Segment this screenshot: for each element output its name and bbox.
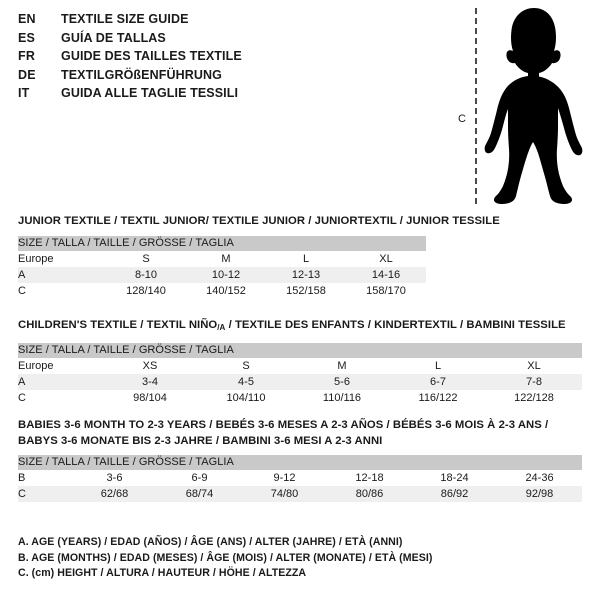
table-header-band: SIZE / TALLA / TAILLE / GRÖSSE / TAGLIA <box>18 342 583 358</box>
language-code: FR <box>18 49 36 63</box>
measurement-legend: A. AGE (YEARS) / EDAD (AÑOS) / ÂGE (ANS)… <box>18 535 578 582</box>
cell-value: 12-18 <box>355 472 384 484</box>
cell-value: S <box>242 359 250 372</box>
size-band-label: SIZE / TALLA / TAILLE / GRÖSSE / TAGLIA <box>18 342 583 358</box>
children-table-title: CHILDREN'S TEXTILE / TEXTIL NIÑO/A / TEX… <box>18 318 582 336</box>
cell-value: 12-13 <box>266 266 346 283</box>
size-band-label: SIZE / TALLA / TAILLE / GRÖSSE / TAGLIA <box>18 235 426 251</box>
cell-value: 122/128 <box>514 391 554 404</box>
cell-value: 86/92 <box>412 486 497 502</box>
language-title: GUÍA DE TALLAS <box>61 30 166 45</box>
language-row-fr: FR GUIDE DES TAILLES TEXTILE <box>18 49 438 68</box>
cell-value: 92/98 <box>497 486 583 502</box>
babies-table-title-line1: BABIES 3-6 MONTH TO 2-3 YEARS / BEBÉS 3-… <box>18 419 549 431</box>
row-label: C <box>18 284 26 297</box>
cell-value: 3-6 <box>106 472 123 484</box>
cell-value: XL <box>379 252 393 265</box>
language-code: EN <box>18 12 36 26</box>
height-measurement-figure: C <box>448 6 596 206</box>
language-title: GUIDA ALLE TAGLIE TESSILI <box>61 86 239 100</box>
language-row-it: IT GUIDA ALLE TAGLIE TESSILI <box>18 86 438 105</box>
table-row: Europe XS S M L XL <box>18 358 582 374</box>
table-header-band: SIZE / TALLA / TAILLE / GRÖSSE / TAGLIA <box>18 235 426 251</box>
cell-value: 98/104 <box>133 391 167 404</box>
junior-size-table: SIZE / TALLA / TAILLE / GRÖSSE / TAGLIA … <box>18 235 426 299</box>
height-axis-label-c: C <box>458 113 466 125</box>
cell-value: L <box>434 359 442 372</box>
table-row: A 8-10 10-12 12-13 14-16 <box>18 266 426 283</box>
cell-value: 152/158 <box>286 284 326 297</box>
junior-textile-section: JUNIOR TEXTILE / TEXTIL JUNIOR/ TEXTILE … <box>18 214 500 299</box>
table-header-band: SIZE / TALLA / TAILLE / GRÖSSE / TAGLIA <box>18 455 583 470</box>
babies-textile-section: BABIES 3-6 MONTH TO 2-3 YEARS / BEBÉS 3-… <box>18 418 583 502</box>
cell-value: 62/68 <box>72 486 157 502</box>
cell-value: 128/140 <box>126 284 166 297</box>
legend-row-b: B. AGE (MONTHS) / EDAD (MESES) / ÂGE (MO… <box>18 551 433 564</box>
cell-value: L <box>302 252 310 265</box>
cell-value: 110/116 <box>322 391 362 404</box>
children-size-table: SIZE / TALLA / TAILLE / GRÖSSE / TAGLIA … <box>18 342 583 406</box>
babies-table-title-line2: BABYS 3-6 MONATE BIS 2-3 JAHRE / BAMBINI… <box>18 434 383 447</box>
language-title: GUIDE DES TAILLES TEXTILE <box>61 49 242 63</box>
cell-value: XL <box>527 359 541 372</box>
size-band-label: SIZE / TALLA / TAILLE / GRÖSSE / TAGLIA <box>18 455 583 470</box>
cell-value: 6-9 <box>191 472 208 484</box>
language-title: TEXTILE SIZE GUIDE <box>61 12 189 26</box>
cell-value: 140/152 <box>206 284 246 297</box>
table-row: C 98/104 104/110 110/116 116/122 122/128 <box>18 390 582 406</box>
cell-value: 6-7 <box>390 373 486 390</box>
babies-size-table: SIZE / TALLA / TAILLE / GRÖSSE / TAGLIA … <box>18 455 583 502</box>
row-label: C <box>18 486 72 502</box>
cell-value: M <box>221 252 231 265</box>
cell-value: 8-10 <box>106 266 186 283</box>
row-label: C <box>18 391 26 404</box>
children-title-subscript: /A <box>217 323 226 332</box>
cell-value: 14-16 <box>346 266 426 283</box>
cell-value: S <box>142 252 150 265</box>
cell-value: 3-4 <box>102 373 198 390</box>
language-title: TEXTILGRÖßENFÜHRUNG <box>61 67 222 82</box>
cell-value: XS <box>142 359 158 372</box>
cell-value: 18-24 <box>440 472 469 484</box>
cell-value: 116/122 <box>418 391 458 404</box>
language-row-de: DE TEXTILGRÖßENFÜHRUNG <box>18 68 438 87</box>
cell-value: 24-36 <box>525 472 554 484</box>
language-code: IT <box>18 86 30 100</box>
height-dashed-line <box>475 8 477 204</box>
row-label: A <box>18 266 106 283</box>
cell-value: 4-5 <box>198 373 294 390</box>
cell-value: 158/170 <box>366 284 406 297</box>
legend-row-a: A. AGE (YEARS) / EDAD (AÑOS) / ÂGE (ANS)… <box>18 536 403 548</box>
childrens-textile-section: CHILDREN'S TEXTILE / TEXTIL NIÑO/A / TEX… <box>18 318 583 406</box>
child-silhouette-icon <box>484 8 583 204</box>
cell-value: 10-12 <box>186 266 266 283</box>
cell-value: 80/86 <box>327 486 412 502</box>
children-title-post: / TEXTILE DES ENFANTS / KINDERTEXTIL / B… <box>225 319 566 331</box>
legend-row-c: C. (cm) HEIGHT / ALTURA / HAUTEUR / HÖHE… <box>18 567 307 579</box>
language-code: ES <box>18 30 36 45</box>
table-row: B 3-6 6-9 9-12 12-18 18-24 24-36 <box>18 470 582 486</box>
cell-value: M <box>337 359 347 372</box>
cell-value: 68/74 <box>157 486 242 502</box>
language-row-en: EN TEXTILE SIZE GUIDE <box>18 12 438 31</box>
cell-value: 5-6 <box>294 373 390 390</box>
junior-table-title: JUNIOR TEXTILE / TEXTIL JUNIOR/ TEXTILE … <box>18 215 500 227</box>
row-label: Europe <box>18 252 54 265</box>
row-label: A <box>18 373 102 390</box>
language-title-list: EN TEXTILE SIZE GUIDE ES GUÍA DE TALLAS … <box>18 12 438 105</box>
row-label: Europe <box>18 359 54 372</box>
language-code: DE <box>18 67 36 82</box>
cell-value: 7-8 <box>486 373 583 390</box>
children-title-pre: CHILDREN'S TEXTILE / TEXTIL NIÑO <box>18 319 218 331</box>
cell-value: 104/110 <box>226 391 266 404</box>
table-row: Europe S M L XL <box>18 251 426 267</box>
table-row: A 3-4 4-5 5-6 6-7 7-8 <box>18 373 583 390</box>
table-row: C 128/140 140/152 152/158 158/170 <box>18 283 426 299</box>
cell-value: 9-12 <box>273 472 296 484</box>
cell-value: 74/80 <box>242 486 327 502</box>
row-label: B <box>18 472 26 484</box>
language-row-es: ES GUÍA DE TALLAS <box>18 31 438 50</box>
table-row: C 62/68 68/74 74/80 80/86 86/92 92/98 <box>18 486 583 502</box>
